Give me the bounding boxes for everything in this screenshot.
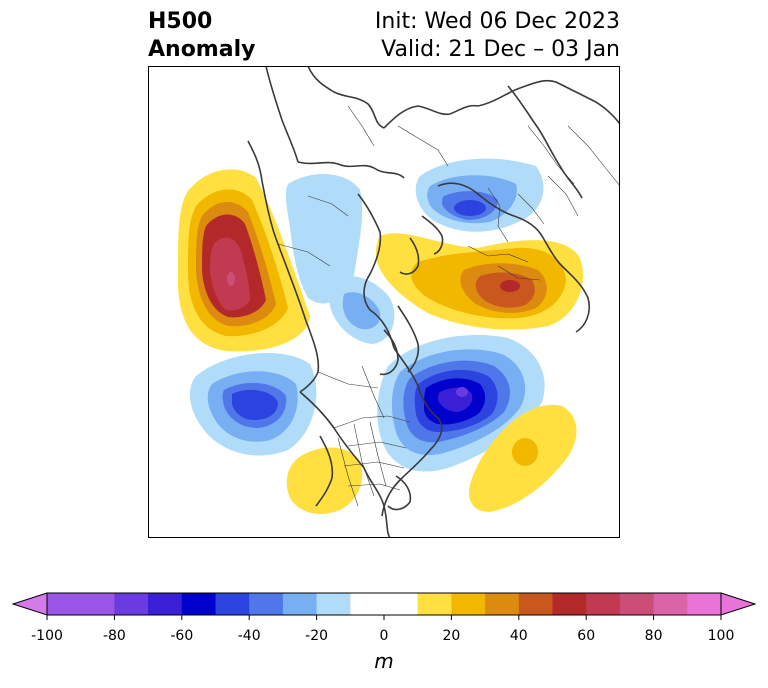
chart-title: H500 Anomaly xyxy=(148,8,255,64)
colorbar-bins xyxy=(47,593,722,615)
colorbar-tick-label: 60 xyxy=(577,628,595,644)
init-date-label: Init: Wed 06 Dec 2023 xyxy=(374,9,620,34)
forecast-dates: Init: Wed 06 Dec 2023 Valid: 21 Dec – 03… xyxy=(375,8,620,64)
anomaly-positive-ne-pacific xyxy=(177,169,310,352)
colorbar-bin xyxy=(451,593,486,615)
colorbar-bin xyxy=(215,593,250,615)
colorbar-bin xyxy=(249,593,284,615)
colorbar-bin xyxy=(417,593,452,615)
anomaly-map xyxy=(148,66,620,538)
colorbar-bin xyxy=(181,593,216,615)
colorbar: -100 -80 -60 -40 -20 0 20 40 60 80 100 m xyxy=(0,580,768,684)
colorbar-tick-label: -60 xyxy=(170,628,193,644)
colorbar-bin xyxy=(586,593,621,615)
colorbar-tick-label: 40 xyxy=(510,628,528,644)
colorbar-bin xyxy=(282,593,318,615)
valid-period-label: Valid: 21 Dec – 03 Jan xyxy=(381,37,620,62)
colorbar-under-arrow xyxy=(11,592,48,616)
colorbar-bin xyxy=(316,593,351,615)
colorbar-over-arrow xyxy=(720,592,757,616)
colorbar-bin xyxy=(148,593,183,615)
colorbar-tick-label: 80 xyxy=(645,628,663,644)
political-borders xyxy=(277,105,620,507)
colorbar-tick-label: -80 xyxy=(103,628,126,644)
map-svg xyxy=(148,66,620,538)
colorbar-bin xyxy=(485,593,520,615)
coastlines xyxy=(247,66,620,538)
colorbar-ticks: -100 -80 -60 -40 -20 0 20 40 60 80 100 xyxy=(31,615,734,644)
colorbar-bin xyxy=(114,593,149,615)
colorbar-svg: -100 -80 -60 -40 -20 0 20 40 60 80 100 m xyxy=(11,592,757,673)
map-border xyxy=(148,66,620,538)
colorbar-tick-label: -20 xyxy=(305,628,328,644)
colorbar-bin xyxy=(619,593,655,615)
anomaly-positive-sw-us xyxy=(286,447,363,514)
colorbar-bin xyxy=(552,593,587,615)
colorbar-tick-label: -100 xyxy=(31,628,63,644)
title-subtitle: Anomaly xyxy=(148,37,256,62)
anomaly-positive-atlantic xyxy=(468,404,577,512)
colorbar-tick-label: 100 xyxy=(708,628,735,644)
colorbar-unit-label: m xyxy=(374,649,393,673)
anomaly-negative-arctic xyxy=(285,173,363,304)
colorbar-bin xyxy=(47,593,82,615)
colorbar-tick-label: -40 xyxy=(238,628,261,644)
colorbar-bin xyxy=(687,593,722,615)
anomaly-negative-eastern-canada xyxy=(377,335,545,472)
colorbar-bin xyxy=(518,593,553,615)
anomaly-positive-europe xyxy=(375,233,584,330)
colorbar-bin xyxy=(350,593,419,615)
colorbar-tick-label: 0 xyxy=(380,628,389,644)
title-variable: H500 xyxy=(148,9,213,34)
anomaly-negative-north-pacific xyxy=(189,352,317,456)
colorbar-bin xyxy=(653,593,688,615)
anomaly-negative-archipelago xyxy=(328,276,395,344)
colorbar-bin xyxy=(80,593,115,615)
colorbar-tick-label: 20 xyxy=(442,628,460,644)
